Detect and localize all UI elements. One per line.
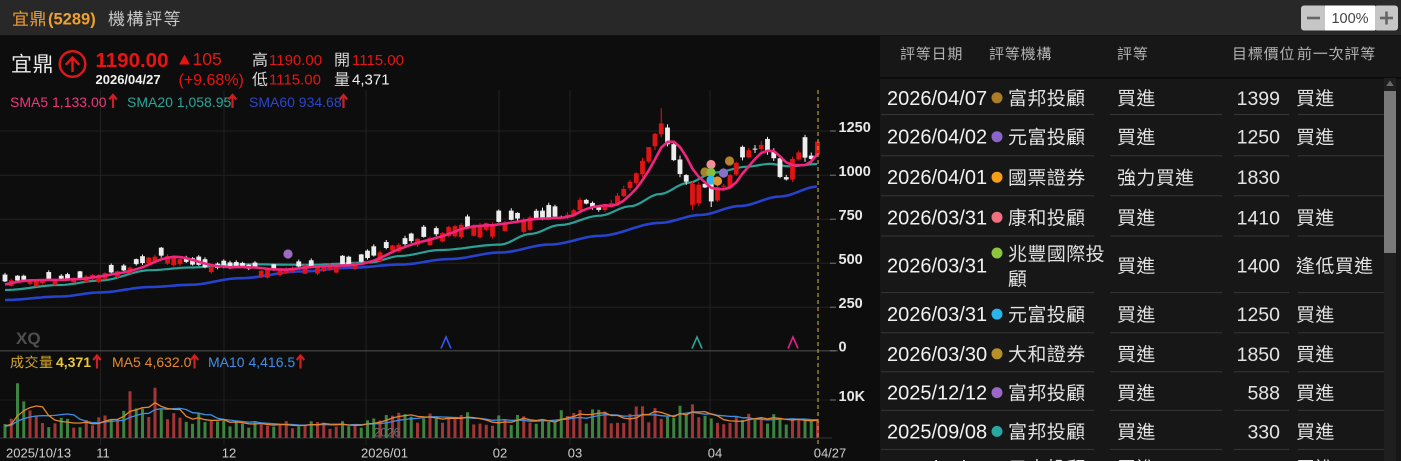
svg-text:100%: 100% xyxy=(1331,11,1368,27)
svg-text:105: 105 xyxy=(193,49,222,69)
svg-text:1190.00: 1190.00 xyxy=(96,49,169,72)
svg-text:1000: 1000 xyxy=(839,164,871,180)
svg-text:04/27: 04/27 xyxy=(814,446,847,461)
svg-text:2026/04/01: 2026/04/01 xyxy=(887,167,987,189)
svg-text:4,371: 4,371 xyxy=(352,72,390,89)
svg-text:MA10 4,416.5: MA10 4,416.5 xyxy=(208,354,295,370)
svg-text:2026/04/27: 2026/04/27 xyxy=(96,72,161,87)
svg-text:XQ: XQ xyxy=(16,329,41,348)
svg-text:2026/03/31: 2026/03/31 xyxy=(887,304,987,326)
svg-text:SMA20 1,058.95: SMA20 1,058.95 xyxy=(127,94,232,110)
svg-text:MA5 4,632.0: MA5 4,632.0 xyxy=(112,354,192,370)
svg-text:2026: 2026 xyxy=(374,426,401,440)
svg-text:500: 500 xyxy=(839,252,863,268)
svg-text:1250: 1250 xyxy=(1237,127,1281,149)
svg-text:2026/04/02: 2026/04/02 xyxy=(887,127,987,149)
svg-text:2026/03/30: 2026/03/30 xyxy=(887,344,987,366)
svg-text:2026/04/07: 2026/04/07 xyxy=(887,88,987,110)
svg-text:12: 12 xyxy=(222,446,236,461)
svg-text:SMA5 1,133.00: SMA5 1,133.00 xyxy=(10,94,107,110)
svg-text:04: 04 xyxy=(708,446,722,461)
svg-text:1250: 1250 xyxy=(1237,304,1281,326)
svg-text:0: 0 xyxy=(839,340,847,356)
svg-text:02: 02 xyxy=(493,446,507,461)
svg-text:2026/01: 2026/01 xyxy=(361,446,408,461)
svg-text:(5289): (5289) xyxy=(48,11,96,29)
svg-text:1115.00: 1115.00 xyxy=(269,72,321,89)
svg-text:03: 03 xyxy=(568,446,582,461)
svg-text:1250: 1250 xyxy=(839,120,871,136)
svg-text:1850: 1850 xyxy=(1237,344,1281,366)
svg-text:1400: 1400 xyxy=(1237,256,1281,278)
svg-text:2025/12/12: 2025/12/12 xyxy=(887,383,987,405)
svg-text:1399: 1399 xyxy=(1237,88,1280,110)
svg-text:330: 330 xyxy=(1247,421,1280,443)
svg-text:4,371: 4,371 xyxy=(56,354,91,370)
svg-text:2025/09/08: 2025/09/08 xyxy=(887,421,987,443)
svg-text:750: 750 xyxy=(839,208,863,224)
svg-text:1190.00: 1190.00 xyxy=(269,52,322,69)
svg-text:SMA60 934.68: SMA60 934.68 xyxy=(249,94,342,110)
svg-text:588: 588 xyxy=(1247,383,1280,405)
svg-text:2026/03/31: 2026/03/31 xyxy=(887,256,987,278)
svg-text:2025/10/13: 2025/10/13 xyxy=(6,446,71,461)
svg-text:2026/03/31: 2026/03/31 xyxy=(887,207,987,229)
svg-text:(+9.68%): (+9.68%) xyxy=(179,72,244,89)
svg-text:1830: 1830 xyxy=(1237,167,1281,189)
svg-text:310: 310 xyxy=(1247,458,1280,461)
svg-text:1410: 1410 xyxy=(1237,207,1281,229)
svg-text:11: 11 xyxy=(96,446,110,461)
svg-text:250: 250 xyxy=(839,296,863,312)
svg-text:10K: 10K xyxy=(839,389,866,405)
svg-text:2025/09/05: 2025/09/05 xyxy=(887,458,987,461)
svg-text:1115.00: 1115.00 xyxy=(352,52,404,69)
